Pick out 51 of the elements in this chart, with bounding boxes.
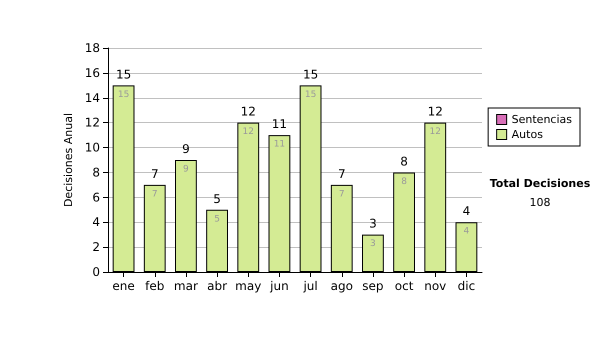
data-label: 12 [430, 127, 441, 138]
data-label: 7 [338, 189, 345, 200]
x-tick-label: feb [145, 279, 164, 293]
data-label: 12 [242, 127, 254, 138]
y-tick-label: 8 [92, 165, 100, 180]
y-tick-label: 12 [84, 116, 100, 130]
x-tick-label: jul [302, 279, 318, 293]
y-tick-label: 2 [92, 240, 100, 254]
data-label: 7 [152, 189, 158, 200]
x-tick-label: abr [207, 279, 228, 293]
data-label: 8 [401, 176, 408, 187]
data-label: 15 [304, 90, 316, 100]
x-tick-label: mar [174, 279, 198, 293]
x-tick-label: ene [112, 279, 135, 293]
total-label: 7 [150, 166, 159, 181]
total-label: 12 [240, 104, 256, 119]
total-label: 11 [272, 117, 288, 132]
data-label: 9 [183, 164, 190, 174]
x-tick-label: may [235, 279, 262, 293]
x-tick-label: dic [458, 279, 476, 293]
text: 108 [530, 196, 550, 209]
x-tick-label: sep [362, 279, 384, 293]
total-label: 9 [182, 142, 190, 156]
total-label: 7 [338, 166, 346, 181]
x-tick-label: jun [269, 279, 289, 293]
total-label: 15 [116, 67, 132, 82]
data-label: 4 [464, 226, 470, 237]
total-label: 15 [302, 67, 318, 82]
data-label: 11 [274, 140, 286, 150]
y-axis-title: Decisiones Anual [62, 112, 75, 208]
data-label: 5 [214, 214, 220, 224]
total-label: 8 [400, 154, 408, 168]
y-tick-label: 4 [92, 215, 100, 230]
data-label: 15 [118, 90, 130, 100]
total-label: 5 [213, 192, 221, 206]
x-tick-label: oct [394, 279, 414, 293]
total-label: 4 [462, 204, 470, 218]
y-tick-label: 10 [84, 140, 100, 155]
total-label: 12 [428, 104, 443, 119]
data-label: 3 [370, 239, 376, 250]
x-tick-label: nov [424, 279, 446, 293]
total-label: 3 [369, 216, 377, 231]
x-tick-label: ago [330, 279, 353, 293]
y-tick-label: 16 [84, 66, 100, 80]
y-tick-label: 18 [84, 41, 100, 55]
y-tick-label: 6 [92, 190, 100, 204]
legend-label: Autos [512, 128, 544, 141]
y-tick-label: 14 [84, 90, 100, 105]
y-tick-label: 0 [92, 265, 100, 279]
legend-label: Sentencias [512, 113, 572, 126]
text: Total Decisiones [490, 177, 591, 190]
